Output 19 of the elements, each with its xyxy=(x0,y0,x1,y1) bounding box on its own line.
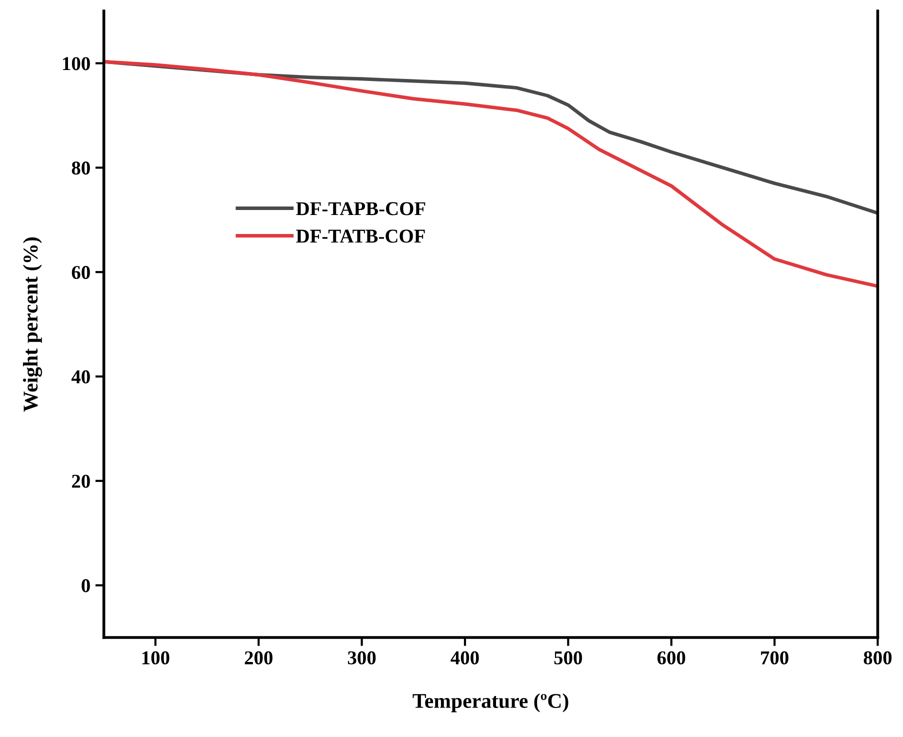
y-tick-label: 100 xyxy=(63,57,90,70)
y-tick-label: 0 xyxy=(82,579,90,592)
y-tick-label: 40 xyxy=(71,370,90,384)
x-tick-label: 500 xyxy=(554,651,582,664)
x-axis-title: Temperature (ºC) xyxy=(412,693,568,712)
x-tick-label: 800 xyxy=(864,651,892,664)
y-tick-label: 80 xyxy=(72,161,90,175)
x-tick-label: 600 xyxy=(657,651,686,664)
legend-label: DF-TAPB-COF xyxy=(296,202,426,216)
y-axis-title: Weight percent (%) xyxy=(22,237,42,412)
y-tick-label: 20 xyxy=(72,474,90,488)
x-tick-label: 300 xyxy=(348,651,376,664)
y-tick-label: 60 xyxy=(72,266,90,280)
x-tick-label: 400 xyxy=(450,651,479,664)
x-tick-label: 700 xyxy=(761,651,788,664)
legend-label: DF-TATB-COF xyxy=(296,230,425,243)
line-series xyxy=(104,60,878,288)
x-tick-label: 200 xyxy=(244,651,272,664)
x-tick-label: 100 xyxy=(142,651,170,664)
